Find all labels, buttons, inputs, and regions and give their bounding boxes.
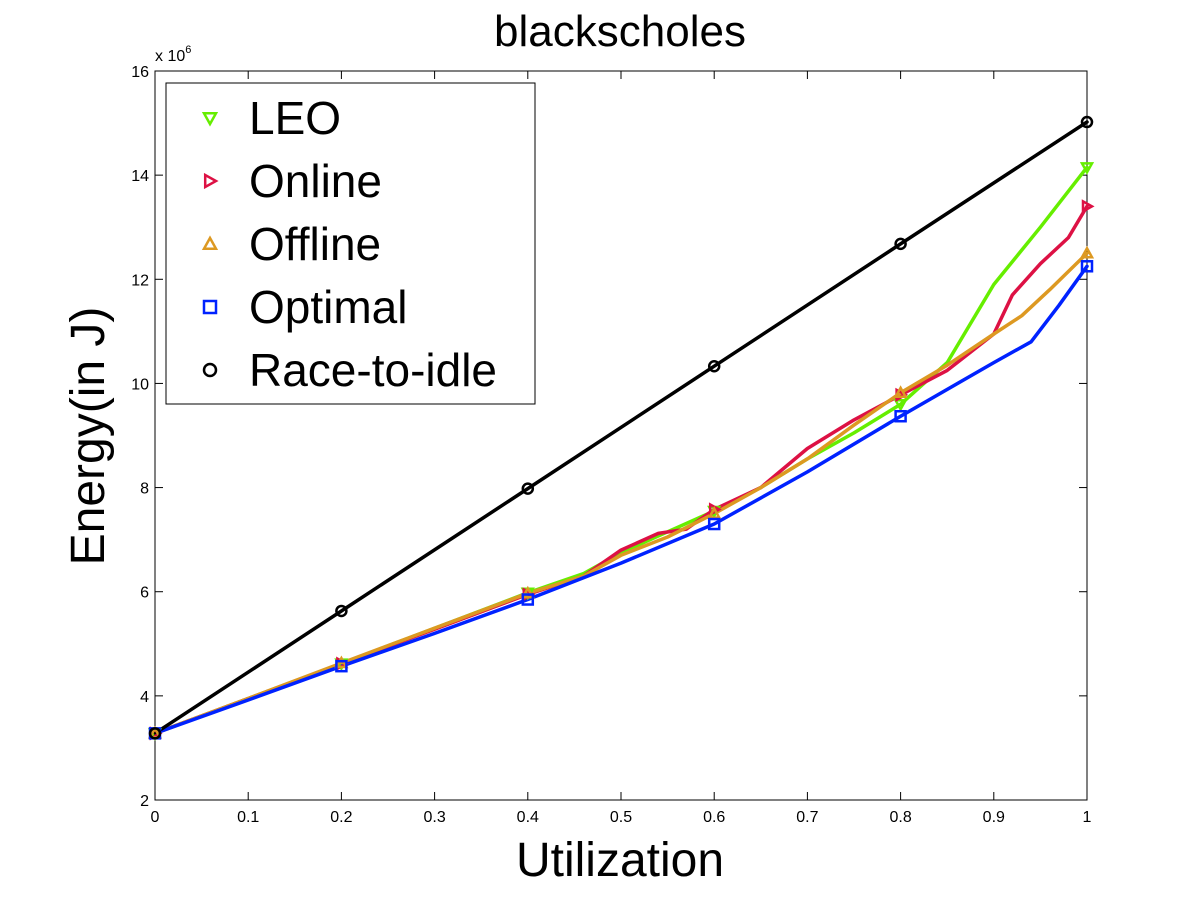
y-multiplier-exponent: 6 — [185, 44, 191, 56]
legend-marker — [201, 235, 219, 251]
data-point — [1080, 260, 1094, 273]
data-point — [707, 517, 721, 531]
axis-ticks: 0 0.1 0.2 0.3 0.4 0.5 0.6 0.7 0.8 0.9 124681012141… — [131, 64, 1091, 826]
x-tick-label: 0.1 — [237, 809, 259, 826]
data-point — [1079, 162, 1095, 175]
x-axis-title: Utilization — [516, 834, 724, 887]
x-tick-label: 0.2 — [330, 809, 352, 826]
legend-label: LEO — [249, 92, 341, 144]
x-tick-label: 0.7 — [796, 809, 818, 826]
data-point — [707, 506, 722, 519]
series-markers — [147, 115, 1095, 741]
data-point — [521, 593, 535, 606]
y-tick-label: 2 — [140, 793, 149, 810]
legend-label: Optimal — [249, 281, 407, 333]
y-multiplier: x 106 — [155, 44, 191, 65]
legend-label: Offline — [249, 218, 381, 270]
legend-marker — [203, 172, 219, 190]
x-tick-label: 0.4 — [517, 809, 539, 826]
x-tick-label: 1 — [1083, 809, 1092, 826]
legend-marker — [202, 362, 218, 378]
y-tick-label: 8 — [140, 481, 149, 498]
data-point — [148, 727, 162, 740]
y-tick-label: 10 — [131, 376, 149, 393]
legend-label: Online — [249, 155, 382, 207]
data-point — [893, 399, 908, 412]
legend-label: Race-to-idle — [249, 344, 497, 396]
legend-marker — [201, 111, 219, 127]
data-point — [894, 237, 907, 251]
data-point — [893, 385, 908, 399]
x-tick-label: 0.9 — [983, 809, 1005, 826]
x-tick-label: 0.3 — [423, 809, 445, 826]
legend-box — [165, 82, 536, 405]
series-line — [153, 251, 1089, 736]
data-point — [707, 359, 721, 373]
x-tick-label: 0.6 — [703, 809, 725, 826]
y-tick-label: 6 — [140, 585, 149, 602]
x-tick-label: 0 — [151, 809, 160, 826]
y-multiplier-base: x 10 — [155, 48, 185, 65]
y-tick-label: 12 — [131, 272, 149, 289]
data-point — [894, 409, 907, 423]
data-point — [520, 585, 535, 599]
x-tick-label: 0.8 — [889, 809, 911, 826]
chart-title: blackscholes — [494, 7, 746, 56]
legend: LEO Online Offline Optimal Race-to-idle — [165, 82, 536, 405]
legend-marker — [202, 299, 218, 315]
y-axis-title: Energy(in J) — [62, 307, 115, 566]
data-point — [1081, 199, 1095, 214]
x-tick-label: 0.5 — [610, 809, 632, 826]
series-line — [153, 120, 1089, 736]
data-point — [335, 659, 348, 673]
data-point — [521, 482, 535, 495]
data-point — [1079, 245, 1095, 259]
data-point — [335, 604, 348, 618]
y-tick-label: 16 — [131, 64, 149, 81]
data-point — [334, 655, 349, 669]
y-tick-label: 4 — [140, 689, 149, 706]
y-tick-label: 14 — [131, 168, 149, 185]
data-point — [1080, 115, 1094, 129]
